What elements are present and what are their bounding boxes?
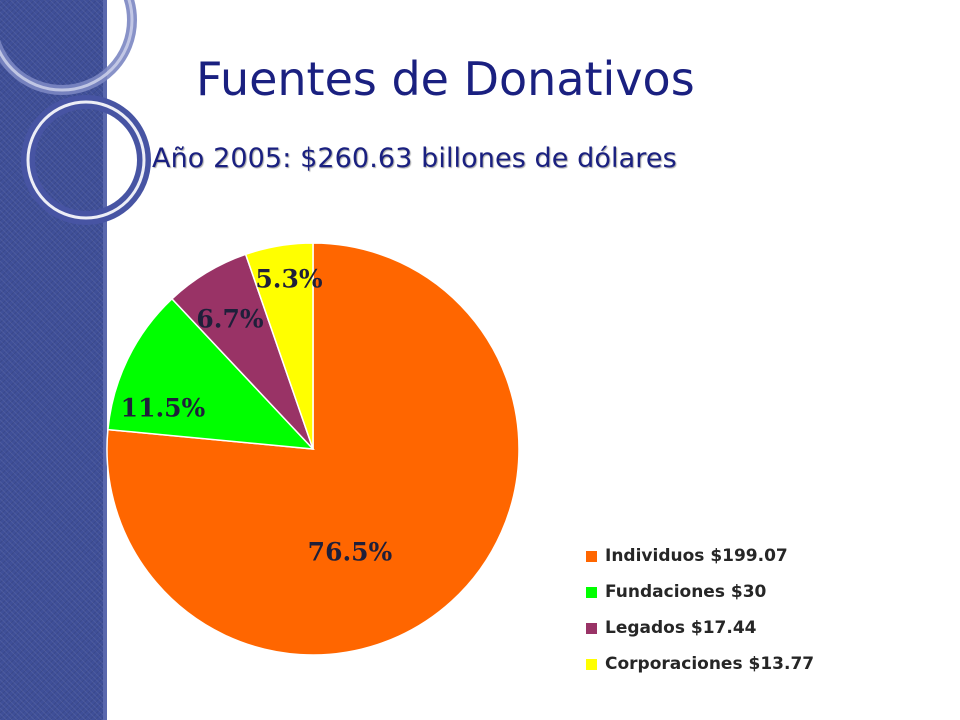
decorative-rings (0, 0, 151, 225)
legend-label: Legados $17.44 (605, 618, 757, 638)
pie-slice (244, 242, 314, 450)
legend-label: Fundaciones $30 (605, 582, 767, 602)
pie-slice (107, 297, 315, 450)
legend-swatch (586, 586, 597, 598)
legend-label: Corporaciones $13.77 (605, 654, 815, 674)
sidebar-edge (103, 0, 107, 720)
chart-legend: Individuos $199.07 Fundaciones $30 Legados… (586, 538, 814, 682)
legend-item: Legados $17.44 (586, 610, 814, 646)
slice-data-label: 11.5% (121, 394, 206, 423)
legend-item: Corporaciones $13.77 (586, 646, 814, 682)
legend-swatch (586, 658, 597, 670)
legend-item: Individuos $199.07 (586, 538, 814, 574)
legend-swatch (586, 622, 597, 634)
slide-subtitle: Año 2005: $260.63 billones de dólares (152, 143, 677, 174)
slide-title: Fuentes de Donativos (196, 52, 695, 106)
slice-data-label: 76.5% (308, 538, 393, 567)
legend-label: Individuos $199.07 (605, 546, 788, 566)
slice-data-label: 6.7% (196, 305, 263, 334)
legend-item: Fundaciones $30 (586, 574, 814, 610)
slice-data-label: 5.3% (255, 265, 322, 294)
legend-swatch (586, 550, 597, 562)
